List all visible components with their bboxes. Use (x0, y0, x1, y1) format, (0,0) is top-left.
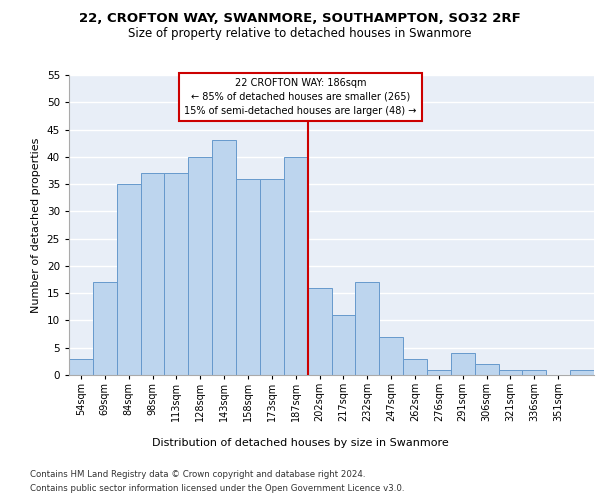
Bar (403, 358, 427, 375)
Bar (69, 358, 93, 375)
Text: Distribution of detached houses by size in Swanmore: Distribution of detached houses by size … (152, 438, 448, 448)
Bar (117, 184, 140, 375)
Bar (93, 282, 117, 375)
Bar (379, 337, 403, 375)
Bar (331, 315, 355, 375)
Bar (212, 140, 236, 375)
Bar (164, 173, 188, 375)
Bar (188, 157, 212, 375)
Bar (523, 370, 546, 375)
Bar (427, 370, 451, 375)
Bar (236, 178, 260, 375)
Bar (499, 370, 523, 375)
Text: 22, CROFTON WAY, SWANMORE, SOUTHAMPTON, SO32 2RF: 22, CROFTON WAY, SWANMORE, SOUTHAMPTON, … (79, 12, 521, 26)
Bar (355, 282, 379, 375)
Bar (451, 353, 475, 375)
Bar (570, 370, 594, 375)
Bar (260, 178, 284, 375)
Y-axis label: Number of detached properties: Number of detached properties (31, 138, 41, 312)
Bar (475, 364, 499, 375)
Bar (284, 157, 308, 375)
Text: Contains public sector information licensed under the Open Government Licence v3: Contains public sector information licen… (30, 484, 404, 493)
Text: Contains HM Land Registry data © Crown copyright and database right 2024.: Contains HM Land Registry data © Crown c… (30, 470, 365, 479)
Text: 22 CROFTON WAY: 186sqm
← 85% of detached houses are smaller (265)
15% of semi-de: 22 CROFTON WAY: 186sqm ← 85% of detached… (184, 78, 416, 116)
Text: Size of property relative to detached houses in Swanmore: Size of property relative to detached ho… (128, 28, 472, 40)
Bar (140, 173, 164, 375)
Bar (308, 288, 331, 375)
